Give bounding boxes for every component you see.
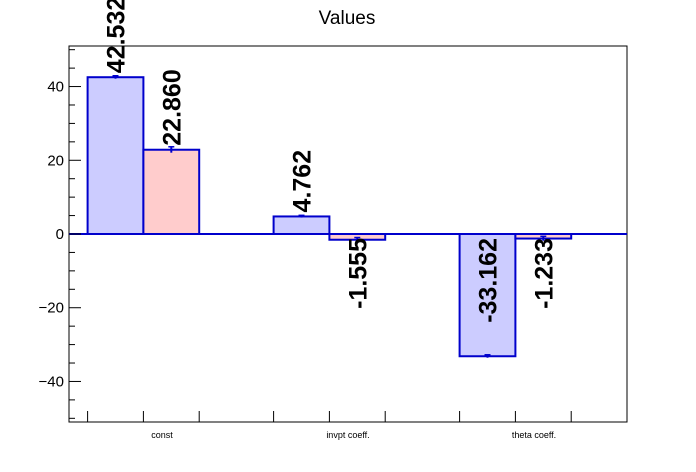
data-label-series1-1: 42.532 — [103, 0, 131, 73]
x-category-label: invpt coeff. — [326, 430, 369, 440]
y-tick-label: −20 — [39, 300, 64, 317]
data-label-series2-1: 22.860 — [158, 69, 186, 145]
y-tick-label: −40 — [39, 373, 64, 390]
y-tick-label: 20 — [47, 152, 64, 169]
chart-title: Values — [319, 8, 376, 29]
data-label-series1-3: -33.162 — [475, 238, 503, 323]
y-tick-label: 40 — [47, 79, 64, 96]
y-tick-label: 0 — [56, 226, 64, 243]
bars-layer — [86, 74, 573, 358]
bar-series2-1 — [142, 148, 201, 235]
labels-layer: 42.532 4.762 -33.162 22.860 -1.555 -1.233 −40 −… — [39, 0, 559, 440]
bar-series1-3 — [458, 233, 517, 358]
data-label-series2-2: -1.555 — [344, 238, 372, 309]
data-label-series2-3: -1.233 — [530, 238, 558, 309]
data-label-series1-2: 4.762 — [289, 150, 317, 213]
x-category-label: theta coeff. — [512, 430, 556, 440]
bar-series1-1 — [86, 76, 145, 235]
bar-series1-2 — [272, 215, 331, 235]
x-category-label: const — [151, 430, 173, 440]
axes-layer — [68, 45, 628, 423]
